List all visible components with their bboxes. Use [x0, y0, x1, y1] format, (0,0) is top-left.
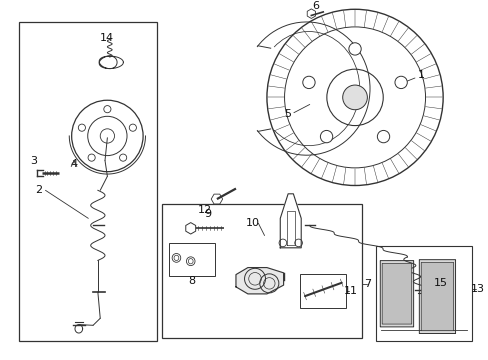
Circle shape: [348, 43, 361, 55]
Text: 15: 15: [433, 278, 447, 288]
Polygon shape: [236, 267, 283, 294]
Bar: [162, 204, 362, 338]
Polygon shape: [280, 194, 301, 248]
Text: 3: 3: [30, 156, 37, 166]
Text: 10: 10: [245, 218, 259, 228]
FancyBboxPatch shape: [380, 261, 413, 327]
Circle shape: [342, 85, 366, 110]
Bar: [19, 22, 157, 341]
Circle shape: [320, 130, 332, 143]
Bar: [169, 243, 214, 276]
FancyBboxPatch shape: [419, 260, 455, 333]
Circle shape: [394, 76, 407, 89]
Text: 8: 8: [188, 276, 195, 287]
Circle shape: [302, 76, 314, 89]
Bar: [376, 246, 471, 341]
Text: 4: 4: [70, 159, 78, 169]
Text: 9: 9: [203, 209, 210, 219]
Text: 1: 1: [417, 70, 424, 80]
FancyBboxPatch shape: [382, 264, 411, 324]
Text: 12: 12: [198, 204, 212, 215]
Text: 5: 5: [284, 109, 290, 119]
Circle shape: [377, 130, 389, 143]
Text: 14: 14: [100, 33, 114, 43]
Bar: [300, 274, 345, 308]
Text: 7: 7: [364, 279, 371, 289]
Text: 13: 13: [469, 284, 484, 294]
Text: 11: 11: [344, 286, 358, 296]
Text: 2: 2: [35, 185, 42, 195]
FancyBboxPatch shape: [420, 262, 453, 331]
Text: 6: 6: [312, 1, 319, 11]
